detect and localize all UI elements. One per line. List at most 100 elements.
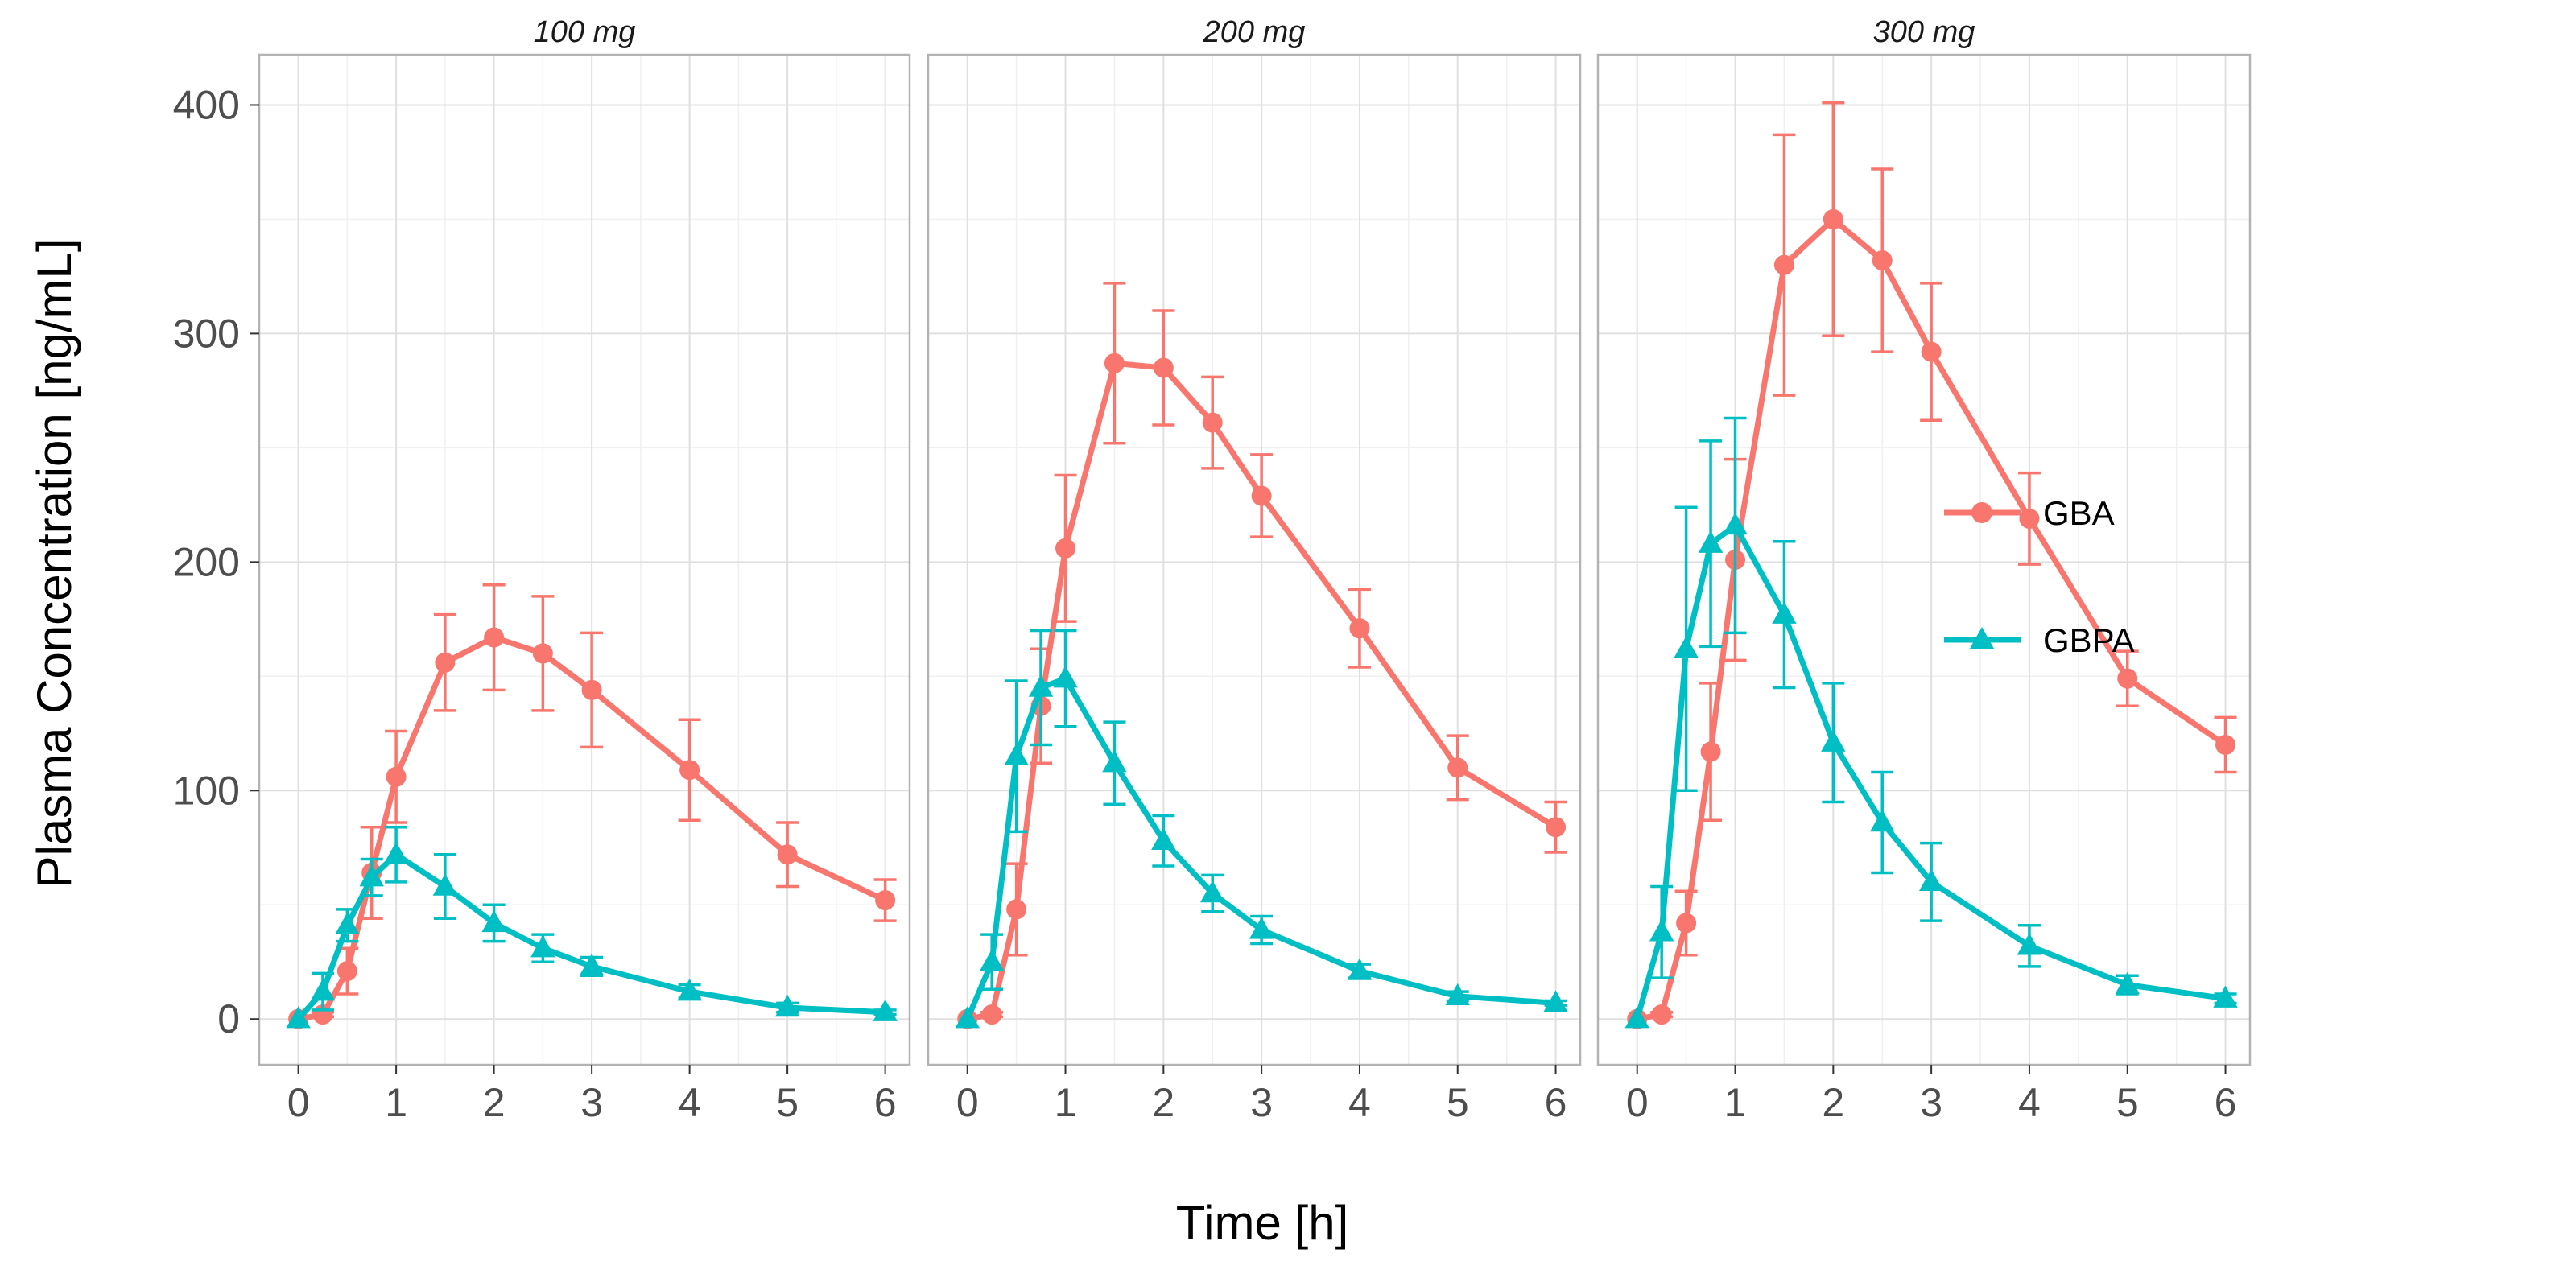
legend: GBA GBPA <box>1944 494 2135 659</box>
data-point <box>435 652 456 673</box>
data-point <box>1349 618 1370 639</box>
data-point <box>1153 357 1174 378</box>
y-tick-label: 0 <box>217 996 240 1041</box>
panel-border <box>1596 53 2252 1066</box>
y-axis-title: Plasma Concentration [ng/mL] <box>27 238 81 888</box>
x-tick-label: 5 <box>776 1080 799 1125</box>
data-point <box>335 912 360 934</box>
data-point <box>1772 601 1797 624</box>
data-point <box>1004 743 1029 765</box>
panel-2: 200 mg 0 1 2 3 4 5 6 <box>927 15 1582 1125</box>
data-point <box>286 1006 311 1029</box>
x-tick-label: 6 <box>2215 1080 2237 1125</box>
data-point <box>383 841 409 864</box>
x-tick-label: 0 <box>287 1080 310 1125</box>
x-tick-label: 1 <box>385 1080 407 1125</box>
x-tick-label: 6 <box>1545 1080 1567 1125</box>
data-point <box>2215 734 2236 755</box>
data-point <box>1674 636 1699 658</box>
data-point <box>875 890 896 911</box>
data-point <box>2019 508 2040 529</box>
x-tick-label: 1 <box>1055 1080 1077 1125</box>
data-point <box>1700 741 1721 762</box>
data-point <box>1918 868 1944 892</box>
data-point <box>1249 917 1274 939</box>
data-point <box>1104 353 1125 373</box>
x-tick-label: 0 <box>1626 1080 1649 1125</box>
data-point <box>1821 729 1846 752</box>
series-gbpa <box>955 629 1568 1029</box>
x-tick-label: 3 <box>1920 1080 1942 1125</box>
series-line <box>1634 522 2227 1020</box>
data-point <box>579 953 605 976</box>
data-point <box>1251 485 1272 506</box>
data-point <box>1151 827 1176 850</box>
panel-title: 100 mg <box>534 15 636 49</box>
x-tick-label: 6 <box>874 1080 897 1125</box>
data-point <box>310 979 336 1001</box>
data-point <box>1006 899 1027 920</box>
data-point <box>774 995 800 1017</box>
data-point <box>1872 250 1893 271</box>
x-tick-label: 0 <box>956 1080 979 1125</box>
panel-border <box>927 53 1582 1066</box>
panel-title: 200 mg <box>1203 15 1306 49</box>
data-point <box>1055 538 1076 559</box>
data-point <box>873 999 898 1021</box>
legend-item-gba: GBA <box>1944 494 2115 532</box>
data-point <box>955 1006 980 1029</box>
data-point <box>1102 750 1127 773</box>
data-point <box>530 935 555 958</box>
x-tick-label: 1 <box>1724 1080 1747 1125</box>
data-point <box>1870 810 1895 832</box>
data-point <box>1651 1004 1672 1025</box>
x-tick-label: 5 <box>1447 1080 1469 1125</box>
data-point <box>1447 757 1468 778</box>
data-point <box>359 864 384 887</box>
y-tick-label: 100 <box>173 768 240 813</box>
data-point <box>432 873 458 896</box>
data-point <box>1543 990 1568 1012</box>
y-tick-label: 300 <box>173 311 240 356</box>
y-axis: 0 100 200 300 400 <box>173 82 259 1041</box>
x-tick-label: 2 <box>1822 1080 1844 1125</box>
panels: 100 mg 0 1 2 3 4 5 6 200 mg 0 1 2 3 4 5 6 300 mg 0 1 2 3 4 5 6 <box>258 15 2252 1125</box>
data-point <box>1053 666 1078 688</box>
x-tick-label: 5 <box>2116 1080 2139 1125</box>
x-tick-label: 4 <box>1348 1080 1371 1125</box>
data-point <box>679 760 700 781</box>
x-tick-label: 2 <box>1152 1080 1174 1125</box>
y-tick-label: 200 <box>173 539 240 584</box>
series-gbpa <box>286 825 898 1029</box>
data-point <box>1028 674 1054 697</box>
data-point <box>1347 958 1373 980</box>
data-point <box>2017 933 2042 955</box>
legend-item-gbpa: GBPA <box>1944 621 2135 659</box>
data-point <box>981 1004 1002 1025</box>
panel-title: 300 mg <box>1873 15 1975 49</box>
panel-border <box>258 53 911 1066</box>
x-axis-title: Time [h] <box>1176 1196 1348 1250</box>
legend-key-marker <box>1971 502 1992 523</box>
series-gba <box>288 583 897 1029</box>
data-point <box>2117 668 2138 689</box>
data-point <box>1723 512 1748 535</box>
legend-key-marker <box>1969 627 1995 649</box>
data-point <box>386 766 407 787</box>
data-point <box>1624 1006 1649 1029</box>
series-line <box>295 851 886 1021</box>
x-tick-label: 2 <box>483 1080 506 1125</box>
panel-3: 300 mg 0 1 2 3 4 5 6 <box>1596 15 2252 1125</box>
data-point <box>2115 971 2140 994</box>
legend-label: GBA <box>2043 494 2115 532</box>
series-line <box>964 675 1556 1020</box>
data-point <box>979 949 1005 971</box>
x-tick-label: 4 <box>679 1080 701 1125</box>
data-point <box>481 909 506 933</box>
data-point <box>677 979 702 1001</box>
data-point <box>1773 254 1794 275</box>
data-point <box>484 627 505 648</box>
panel-1: 100 mg 0 1 2 3 4 5 6 <box>258 15 911 1125</box>
data-point <box>581 679 602 700</box>
